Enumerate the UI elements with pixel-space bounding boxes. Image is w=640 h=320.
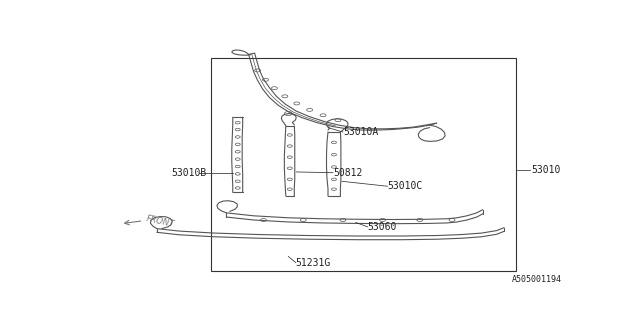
Text: 51231G: 51231G (296, 258, 331, 268)
Text: FRONT: FRONT (145, 214, 175, 229)
Text: 50812: 50812 (333, 168, 362, 178)
Text: A505001194: A505001194 (511, 275, 561, 284)
Bar (211, 58, 516, 271)
Text: 53010: 53010 (531, 165, 561, 175)
Text: 53010A: 53010A (343, 127, 378, 137)
Text: 53060: 53060 (367, 222, 397, 232)
Text: 53010B: 53010B (172, 168, 207, 178)
Text: 53010C: 53010C (388, 181, 423, 191)
